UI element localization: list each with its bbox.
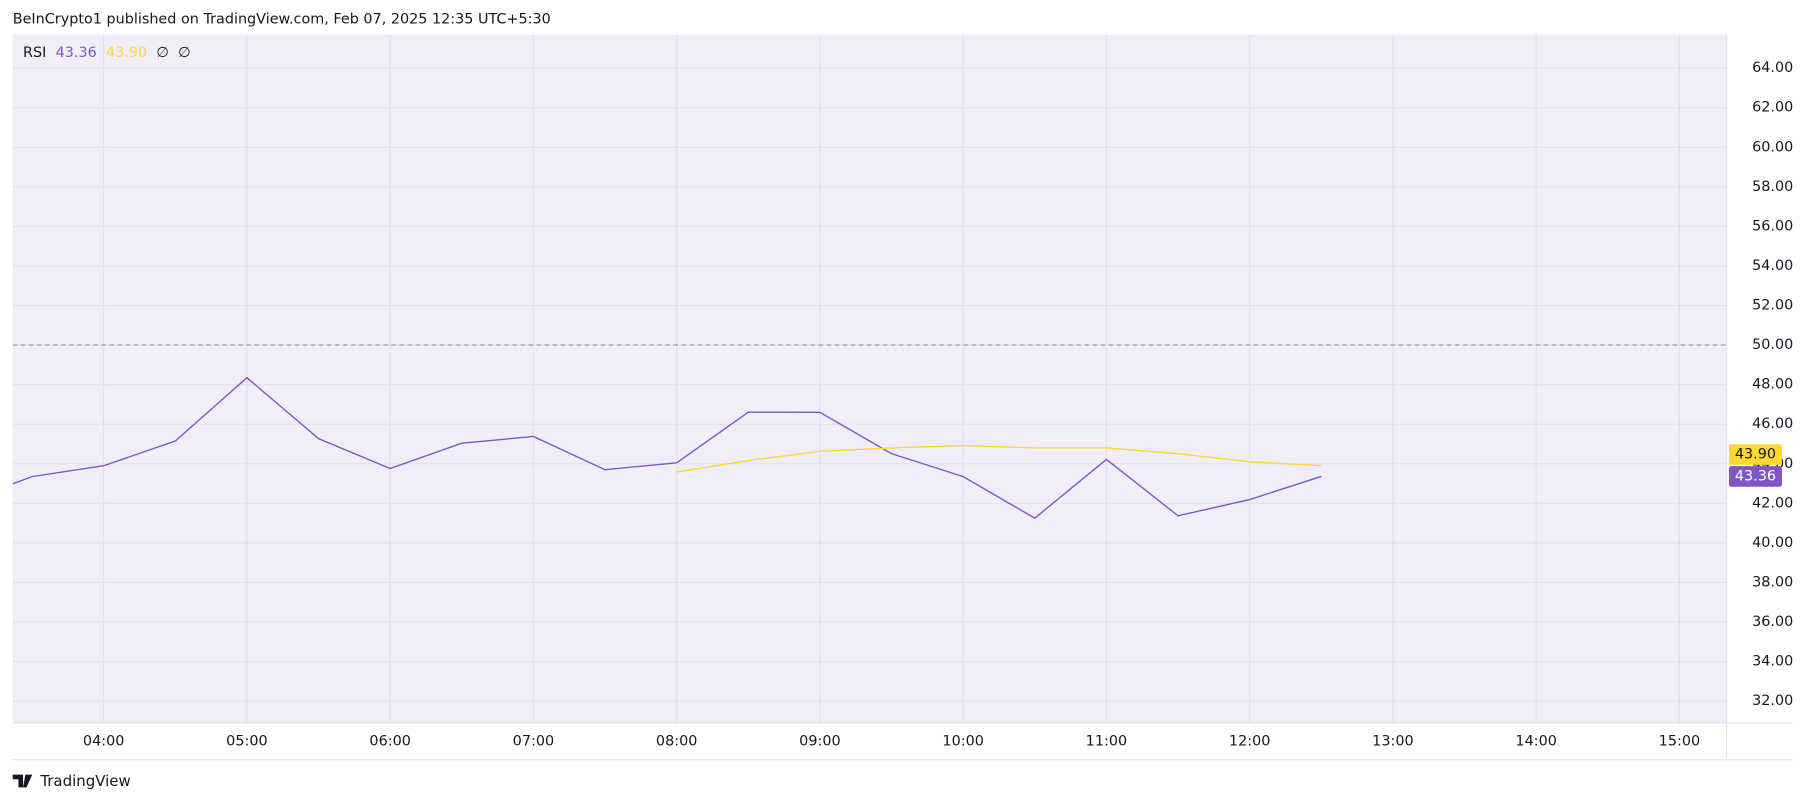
header-title: BeInCrypto1 published on TradingView.com… <box>13 12 551 28</box>
x-tick-label: 07:00 <box>513 733 554 749</box>
y-tick-label: 52.00 <box>1752 298 1793 314</box>
legend-value: 43.90 <box>106 45 147 61</box>
last-value-tag <box>1728 466 1782 487</box>
legend-value: 43.36 <box>56 45 97 61</box>
y-tick-label: 32.00 <box>1752 693 1793 709</box>
x-tick-label: 14:00 <box>1515 733 1556 749</box>
y-tick-label: 36.00 <box>1752 614 1793 630</box>
last-value-label: 43.90 <box>1735 447 1776 463</box>
legend-extra: ∅ <box>178 45 191 61</box>
legend-extra: ∅ <box>156 45 169 61</box>
y-tick-label: 42.00 <box>1752 495 1793 511</box>
y-tick-label: 58.00 <box>1752 179 1793 195</box>
x-tick-label: 05:00 <box>226 733 267 749</box>
y-tick-label: 64.00 <box>1752 60 1793 76</box>
y-tick-label: 48.00 <box>1752 377 1793 393</box>
x-tick-label: 04:00 <box>83 733 124 749</box>
y-tick-label: 56.00 <box>1752 218 1793 234</box>
plot-background <box>12 34 1727 723</box>
y-tick-label: 34.00 <box>1752 654 1793 670</box>
x-tick-label: 15:00 <box>1659 733 1700 749</box>
x-tick-label: 06:00 <box>369 733 410 749</box>
y-tick-label: 62.00 <box>1752 100 1793 116</box>
x-tick-label: 09:00 <box>799 733 840 749</box>
x-tick-label: 08:00 <box>656 733 697 749</box>
footer-brand: TradingView <box>39 772 130 790</box>
x-tick-label: 13:00 <box>1372 733 1413 749</box>
y-tick-label: 60.00 <box>1752 139 1793 155</box>
legend-title: RSI <box>23 45 46 61</box>
x-tick-label: 12:00 <box>1229 733 1270 749</box>
y-tick-label: 40.00 <box>1752 535 1793 551</box>
x-tick-label: 11:00 <box>1086 733 1127 749</box>
y-tick-label: 54.00 <box>1752 258 1793 274</box>
y-tick-label: 38.00 <box>1752 574 1793 590</box>
last-value-label: 43.36 <box>1735 468 1776 484</box>
y-tick-label: 50.00 <box>1752 337 1793 353</box>
footer-logo <box>12 774 33 788</box>
y-tick-label: 46.00 <box>1752 416 1793 432</box>
last-value-tag <box>1728 444 1782 465</box>
series-line <box>12 376 1322 519</box>
series-line <box>676 444 1322 473</box>
series-group <box>12 376 1322 519</box>
x-tick-label: 10:00 <box>942 733 983 749</box>
